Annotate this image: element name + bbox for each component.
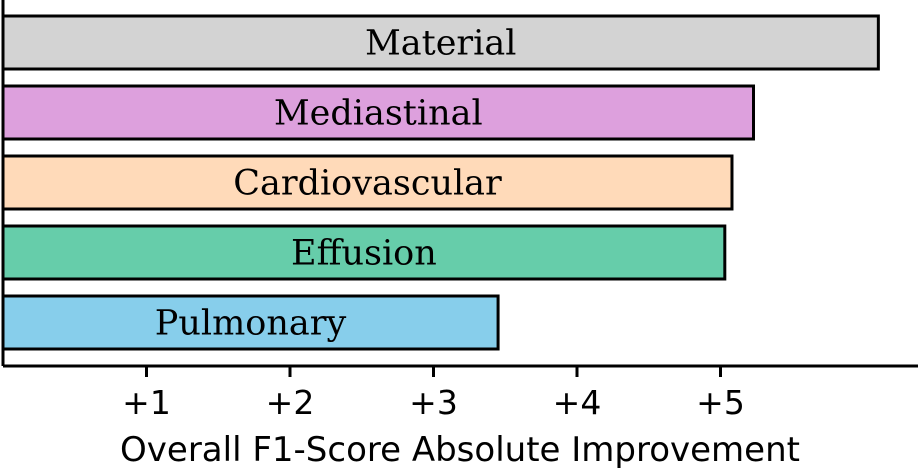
bar-label-mediastinal: Mediastinal — [274, 94, 483, 134]
x-tick-label-3: +3 — [409, 383, 458, 422]
bar-label-cardiovascular: Cardiovascular — [233, 164, 502, 204]
bar-mediastinal — [1, 84, 756, 141]
x-tick-label-1: +1 — [122, 383, 171, 422]
bar-label-effusion: Effusion — [291, 234, 437, 274]
bars-layer: Material Mediastinal Cardiovascular Effusio… — [1, 14, 880, 351]
bar-effusion — [1, 224, 727, 281]
x-tick-label-2: +2 — [266, 383, 315, 422]
x-tick-label-4: +4 — [553, 383, 602, 422]
x-axis-title: Overall F1-Score Absolute Improvement — [120, 430, 800, 469]
bar-pulmonary — [1, 294, 500, 351]
bar-cardiovascular — [1, 154, 734, 211]
x-ticks: +1 +2 +3 +4 +5 — [122, 366, 745, 422]
bar-label-material: Material — [365, 24, 516, 64]
bar-label-pulmonary: Pulmonary — [155, 304, 347, 344]
x-tick-label-5: +5 — [696, 383, 745, 422]
